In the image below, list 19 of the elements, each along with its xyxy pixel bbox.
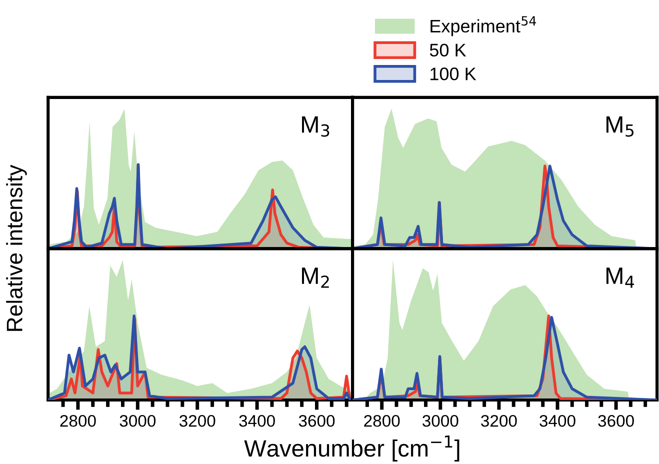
x-tick-label: 3200	[179, 414, 216, 427]
legend-label: 50 K	[430, 44, 466, 57]
x-tick-label: 3600	[298, 414, 335, 427]
x-tick-label: 2800	[60, 414, 96, 427]
chart-title: M$_{4}$	[606, 268, 634, 288]
x-tick-label: 3000	[120, 414, 156, 427]
x-tick-label: 3400	[540, 414, 576, 427]
x-tick-label: 3600	[598, 414, 634, 427]
chart-title: M$_{2}$	[302, 268, 329, 288]
y-axis-title: Relative intensity	[6, 164, 27, 331]
legend-label: Experiment$^{54}$	[430, 16, 536, 36]
x-axis-title: Wavenumber [cm$^{−1}$]	[244, 435, 460, 462]
x-tick-label: 3400	[239, 414, 275, 427]
x-tick-label: 2800	[364, 414, 400, 427]
x-tick-label: 3200	[481, 414, 517, 427]
x-tick-label: 3000	[422, 414, 458, 427]
legend-label: 100 K	[430, 68, 476, 80]
chart-title: M$_{3}$	[302, 116, 330, 137]
chart-title: M$_{5}$	[606, 116, 634, 137]
